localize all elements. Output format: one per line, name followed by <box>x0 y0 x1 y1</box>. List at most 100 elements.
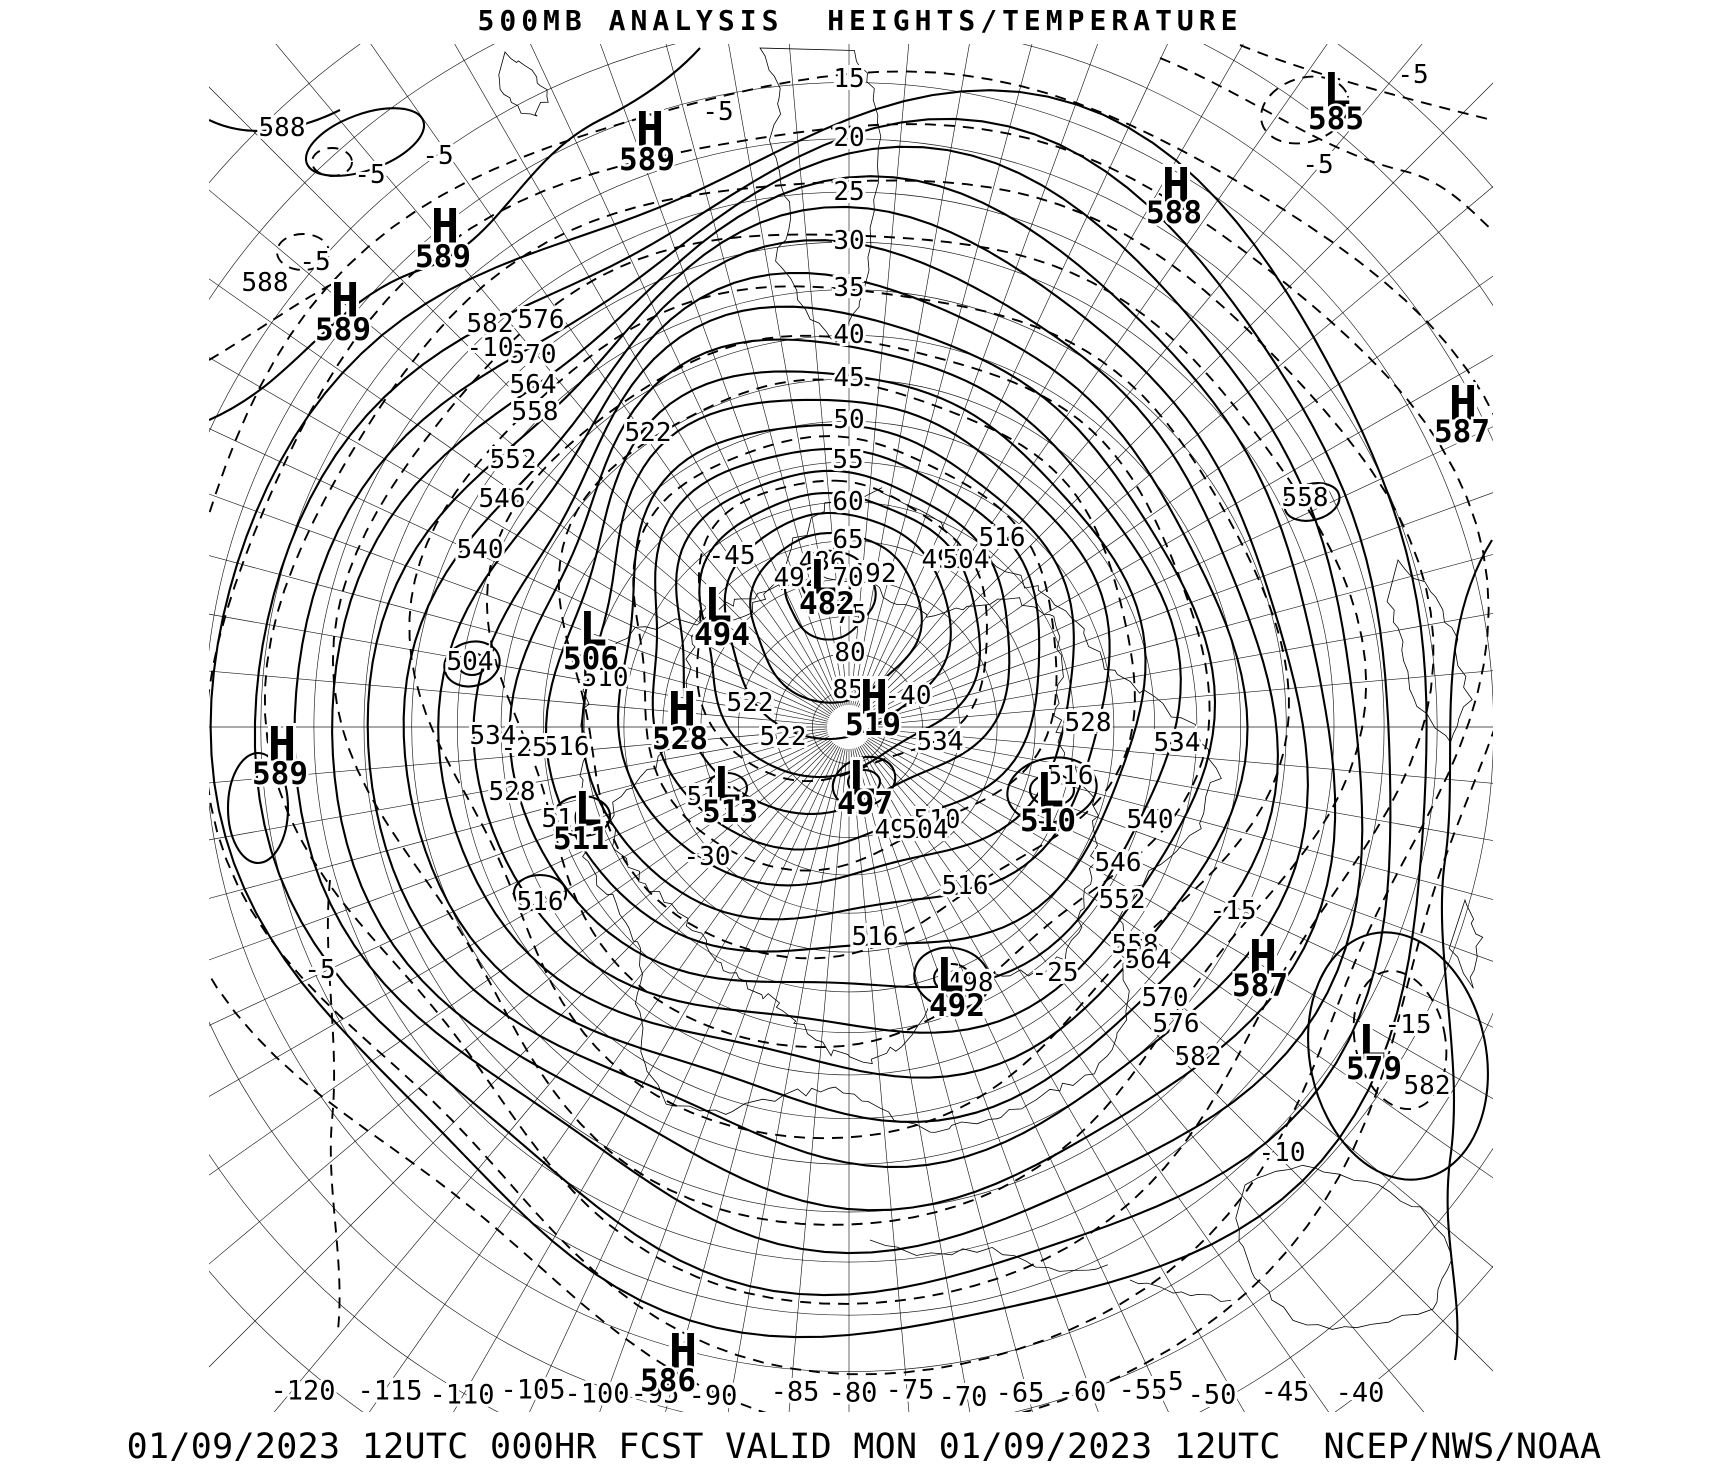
height-contour-label: 588 <box>259 113 306 143</box>
height-contour-label: 516 <box>852 922 899 952</box>
height-contour-label: 552 <box>490 445 537 475</box>
longitude-label: -105 <box>500 1375 565 1406</box>
low-center-letter: L <box>1036 764 1064 819</box>
height-contour-label: 564 <box>1125 945 1172 975</box>
height-contour-label: 516 <box>979 523 1026 553</box>
longitude-label: -85 <box>771 1377 820 1408</box>
high-center-letter: H <box>1449 377 1477 432</box>
height-contour-label: 540 <box>457 535 504 565</box>
map-caption: 01/09/2023 12UTC 000HR FCST VALID MON 01… <box>126 1427 1602 1467</box>
height-contour-label: 516 <box>942 871 989 901</box>
low-center-letter: L <box>574 783 602 838</box>
low-center-letter: L <box>1358 1016 1386 1071</box>
pressure-center-value: 589 <box>619 142 675 178</box>
latitude-label: 20 <box>833 123 864 153</box>
latitude-label: 50 <box>833 405 864 435</box>
height-contour-label: 498 <box>922 545 969 575</box>
temperature-contour-label: -5 <box>1152 1367 1183 1397</box>
longitude-label: -55 <box>1119 1375 1168 1406</box>
height-contour-label: 576 <box>1153 1009 1200 1039</box>
temperature-contour-label: -45 <box>709 541 756 571</box>
latitude-label: 35 <box>833 273 864 303</box>
longitude-label: -110 <box>429 1380 494 1411</box>
height-contour-label: 504 <box>902 815 949 845</box>
height-contour-label: 534 <box>470 721 517 751</box>
height-contour-label: 558 <box>1112 930 1159 960</box>
pressure-center-value: 579 <box>1346 1051 1402 1087</box>
pressure-center-value: 506 <box>563 641 619 677</box>
height-contour-label: 504 <box>943 545 990 575</box>
longitude-label: -120 <box>270 1376 335 1407</box>
height-contour-label: 528 <box>1065 708 1112 738</box>
low-center-letter: L <box>579 603 607 658</box>
height-contour-label: 492 <box>850 559 897 589</box>
height-contour-label: 492 <box>774 563 821 593</box>
low-center-letter: L <box>809 551 837 606</box>
latitude-label: 55 <box>832 445 863 475</box>
pressure-center-value: 588 <box>1146 195 1202 231</box>
low-center-letter: L <box>704 579 732 634</box>
temperature-contour-label: -5 <box>304 955 335 985</box>
height-contour-label: 588 <box>242 268 289 298</box>
temperature-contour-label: -15 <box>1385 1010 1432 1040</box>
latitude-label: 30 <box>833 226 864 256</box>
high-center-letter: H <box>1162 159 1190 214</box>
height-contour-label: 546 <box>479 484 526 514</box>
pressure-center-value: 497 <box>837 786 893 822</box>
height-contour-label: 582 <box>1404 1071 1451 1101</box>
temperature-contour-label: -5 <box>1302 150 1333 180</box>
height-contour-label: 516 <box>1047 761 1094 791</box>
temperature-contour-label: -5 <box>299 247 330 277</box>
low-center-letter: L <box>936 949 964 1004</box>
height-contour-label: 534 <box>1154 728 1201 758</box>
pressure-center-value: 511 <box>553 821 609 857</box>
page-title: 500MB ANALYSIS HEIGHTS/TEMPERATURE <box>477 4 1243 37</box>
high-center-letter: H <box>669 1325 697 1380</box>
pressure-center-value: 513 <box>702 794 758 830</box>
height-contours <box>209 47 1493 1361</box>
height-contour-label: 522 <box>625 418 672 448</box>
height-contour-label: 498 <box>947 968 994 998</box>
height-contour-label: 516 <box>687 782 734 812</box>
height-contour-label: 516 <box>542 804 589 834</box>
high-center-letter: H <box>431 200 459 255</box>
height-contour-label: 558 <box>512 397 559 427</box>
high-center-letter: H <box>668 683 696 738</box>
high-center-letter: H <box>331 274 359 329</box>
height-contour-label: 534 <box>917 727 964 757</box>
height-contour-label: 522 <box>760 722 807 752</box>
pressure-center-value: 528 <box>652 721 708 757</box>
longitude-label: -65 <box>996 1378 1045 1409</box>
latitude-label: 75 <box>835 600 866 630</box>
high-center-letter: H <box>1249 931 1277 986</box>
latitude-label: 15 <box>833 64 864 94</box>
longitude-label: -80 <box>829 1378 878 1409</box>
temperature-contours <box>209 44 1493 1412</box>
high-center-letter: H <box>636 103 664 158</box>
high-center-letter: H <box>268 718 296 773</box>
temperature-contour-label: -15 <box>1210 896 1257 926</box>
pressure-center-value: 585 <box>1308 101 1364 137</box>
height-contour-label: 564 <box>510 370 557 400</box>
temperature-contour-label: -10 <box>1259 1138 1306 1168</box>
latitude-label: 85 <box>832 675 863 705</box>
temperature-contour-label: -40 <box>885 681 932 711</box>
height-contour-label: 570 <box>1142 983 1189 1013</box>
